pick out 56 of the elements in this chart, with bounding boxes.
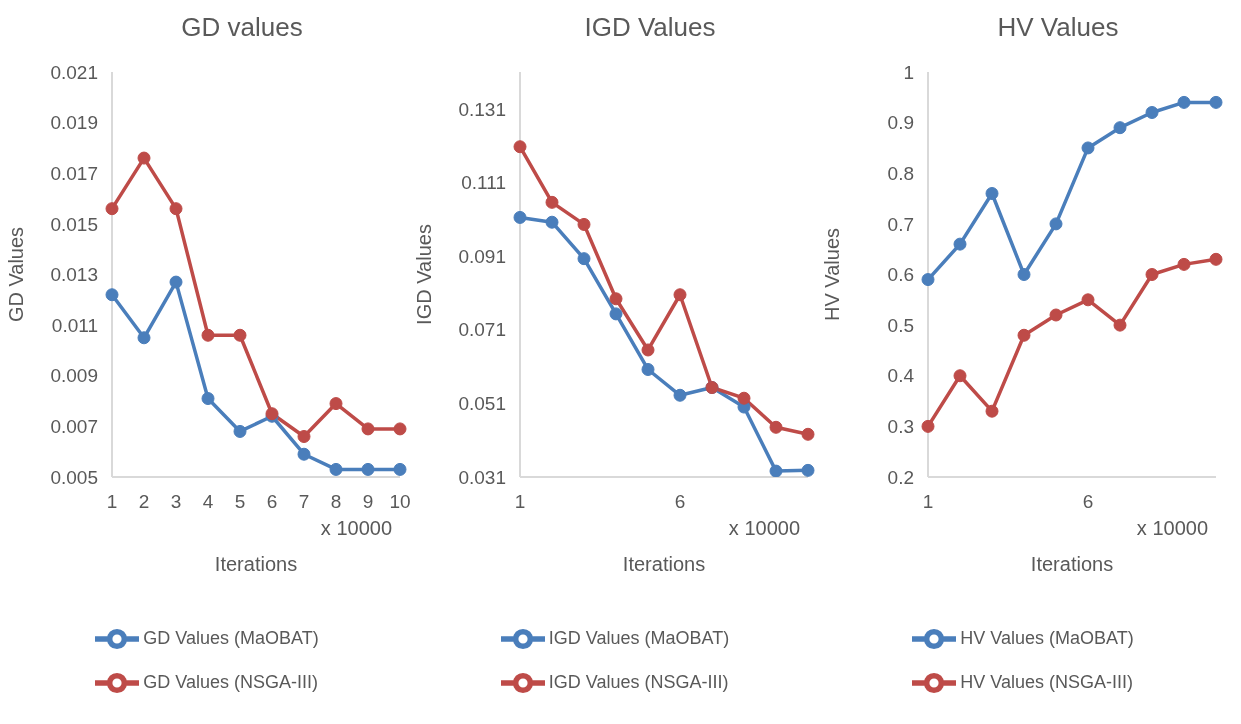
x-tick-label: 2 <box>138 491 150 513</box>
x-tick-label: 4 <box>202 491 214 513</box>
x-axis-title: Iterations <box>214 553 298 575</box>
y-tick-label: 0.7 <box>887 213 914 235</box>
x-tick-label: 1 <box>514 491 526 513</box>
legend-label: HV Values (NSGA-III) <box>960 671 1134 692</box>
legend-label: GD Values (MaOBAT) <box>143 627 319 648</box>
x-tick-label: 3 <box>170 491 182 513</box>
chart-title: IGD Values <box>583 11 717 44</box>
legend-label: HV Values (MaOBAT) <box>960 627 1134 648</box>
y-tick-label: 1 <box>903 61 914 83</box>
y-tick-label: 0.009 <box>50 365 98 387</box>
y-tick-label: 0.031 <box>458 466 506 488</box>
text: x 10000 <box>1136 517 1208 539</box>
x-axis-title: Iterations <box>1030 553 1114 575</box>
y-tick-label: 0.2 <box>887 466 914 488</box>
y-tick-label: 0.4 <box>887 365 915 387</box>
text: x 10000 <box>728 517 800 539</box>
x-tick-label: 8 <box>330 491 342 513</box>
y-axis-title: HV Values <box>821 227 844 322</box>
y-tick-label: 0.017 <box>50 162 98 184</box>
y-tick-label: 0.9 <box>887 112 914 134</box>
y-tick-label: 0.131 <box>458 98 506 120</box>
x-tick-label: 6 <box>1082 491 1094 513</box>
x-tick-label: 1 <box>922 491 934 513</box>
x-tick-label: 5 <box>234 491 246 513</box>
x-tick-label: 6 <box>266 491 278 513</box>
y-tick-label: 0.071 <box>458 319 506 341</box>
legend-label: GD Values (NSGA-III) <box>143 671 319 692</box>
x-tick-label: 10 <box>389 491 411 513</box>
y-axis-title: IGD Values <box>413 224 436 325</box>
y-tick-label: 0.111 <box>461 172 506 194</box>
x-tick-label: 9 <box>362 491 374 513</box>
y-tick-label: 0.051 <box>458 393 506 415</box>
x-tick-label: 1 <box>106 491 118 513</box>
y-tick-label: 0.5 <box>887 314 914 336</box>
y-tick-label: 0.6 <box>887 264 914 286</box>
legend-label: IGD Values (MaOBAT) <box>548 627 730 648</box>
x-axis-title: Iterations <box>622 553 706 575</box>
y-tick-label: 0.007 <box>50 416 98 438</box>
y-tick-label: 0.011 <box>51 314 98 336</box>
chart-title: GD values <box>180 11 304 44</box>
y-tick-label: 0.013 <box>50 264 98 286</box>
y-axis-title: GD Values <box>5 226 28 323</box>
y-tick-label: 0.8 <box>887 162 914 184</box>
chart-title: HV Values <box>996 11 1120 44</box>
x-tick-label: 7 <box>298 491 310 513</box>
y-tick-label: 0.091 <box>458 245 506 267</box>
y-tick-label: 0.005 <box>50 466 98 488</box>
y-tick-label: 0.019 <box>50 112 98 134</box>
legend-label: IGD Values (NSGA-III) <box>548 671 729 692</box>
y-tick-label: 0.3 <box>887 416 914 438</box>
text: x 10000 <box>320 517 392 539</box>
y-tick-label: 0.021 <box>50 61 98 83</box>
y-tick-label: 0.015 <box>50 213 98 235</box>
x-tick-label: 6 <box>674 491 686 513</box>
